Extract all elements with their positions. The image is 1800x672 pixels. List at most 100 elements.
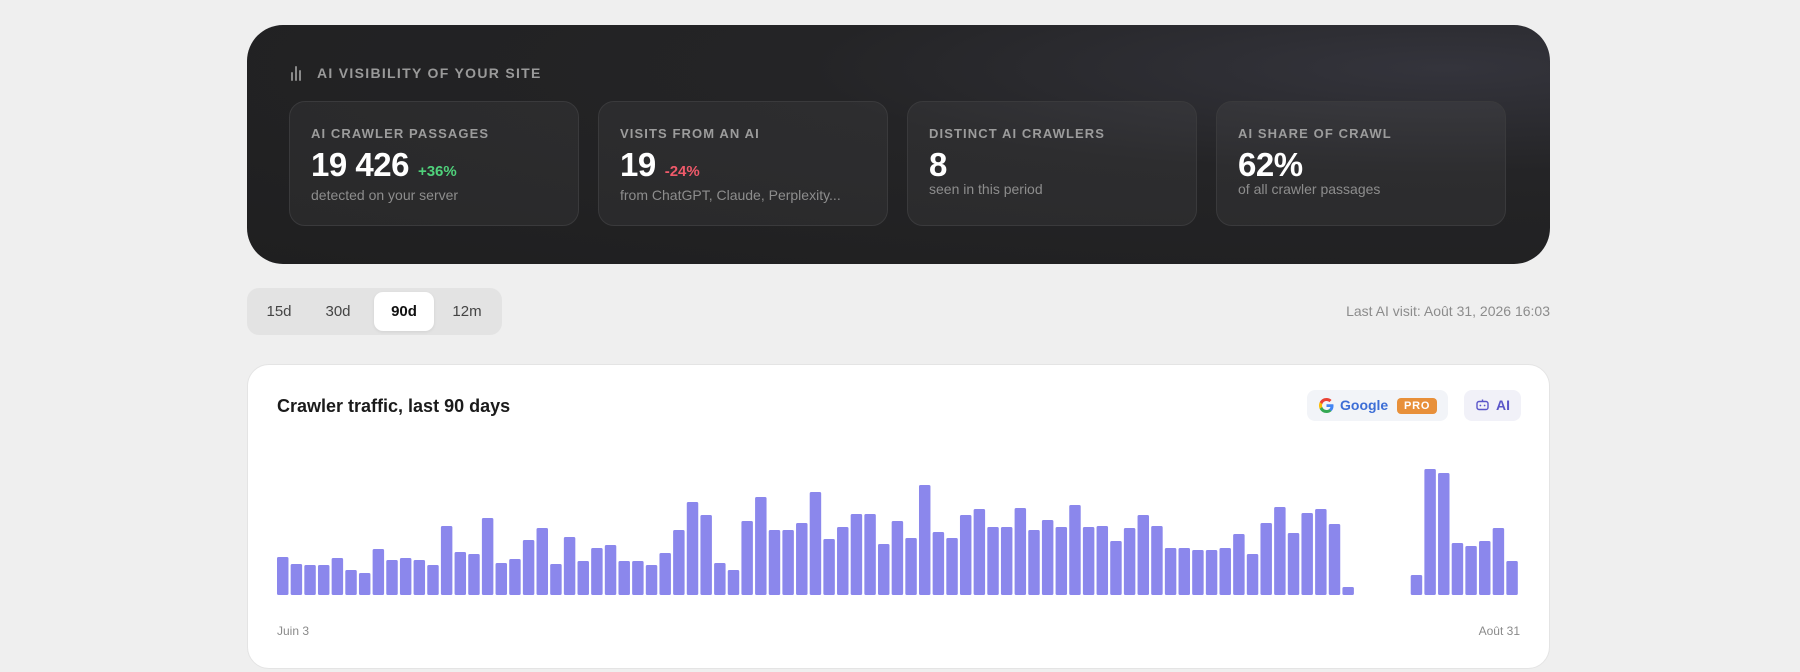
- chart-bar: [1041, 520, 1054, 595]
- chart-bar: [1287, 533, 1300, 595]
- chart-bar: [727, 570, 740, 595]
- chart-bar: [864, 514, 876, 595]
- stat-delta-up: +36%: [417, 163, 457, 180]
- chart-bar: [755, 497, 767, 595]
- stat-label: DISTINCT AI CRAWLERS: [929, 126, 1106, 141]
- chart-bar: [659, 553, 671, 595]
- chart-bar: [837, 527, 849, 595]
- chart-bar: [372, 549, 385, 595]
- stat-subtext: detected on your server: [311, 187, 459, 203]
- chart-bar: [1219, 548, 1231, 595]
- chart-bar: [509, 559, 521, 595]
- chart-bar: [1315, 509, 1327, 595]
- chart-bar: [973, 509, 986, 595]
- crawler-traffic-chart: [277, 469, 1518, 595]
- chart-bar: [277, 557, 289, 595]
- chart-bar: [358, 573, 371, 595]
- chart-bar: [1055, 527, 1068, 595]
- stat-label: AI CRAWLER PASSAGES: [311, 126, 490, 141]
- chart-bar: [987, 527, 999, 595]
- stat-subtext: seen in this period: [929, 181, 1043, 197]
- chart-bar: [823, 539, 835, 595]
- chart-bar: [386, 560, 398, 595]
- chart-bar: [290, 564, 303, 595]
- chart-bar: [1151, 526, 1163, 595]
- chart-bar: [1260, 523, 1272, 595]
- chart-bar: [1123, 528, 1136, 595]
- chart-bar: [495, 563, 508, 595]
- stat-value: 19: [620, 146, 656, 183]
- chart-bar: [1082, 527, 1095, 595]
- chart-bar: [1137, 515, 1150, 595]
- chart-bar: [782, 530, 794, 595]
- chart-bar: [1069, 505, 1081, 595]
- stat-label: VISITS FROM AN AI: [620, 126, 760, 141]
- stat-card-ai-share: AI SHARE OF CRAWL 62% of all crawler pas…: [1216, 101, 1506, 226]
- chart-title: Crawler traffic, last 90 days: [277, 396, 511, 416]
- chart-bar: [1110, 541, 1122, 595]
- chart-bar: [481, 518, 494, 595]
- period-tab-90d[interactable]: 90d: [374, 292, 434, 331]
- chart-bar: [714, 563, 726, 595]
- stat-label: AI SHARE OF CRAWL: [1238, 126, 1392, 141]
- chart-bar: [1246, 554, 1259, 595]
- stat-card-ai-visits: VISITS FROM AN AI 19 -24% from ChatGPT, …: [598, 101, 888, 226]
- period-selector: 15d 30d 90d 12m: [247, 288, 502, 335]
- google-filter-button[interactable]: Google PRO: [1307, 390, 1448, 421]
- chart-bar: [468, 554, 480, 595]
- pro-badge: PRO: [1397, 398, 1438, 414]
- chart-bar: [632, 561, 644, 595]
- chart-bar: [1424, 469, 1436, 595]
- ai-filter-button[interactable]: AI: [1464, 390, 1521, 421]
- ai-visibility-panel: AI VISIBILITY OF YOUR SITE AI CRAWLER PA…: [247, 25, 1550, 264]
- chart-bar: [427, 565, 439, 595]
- chart-bar: [1328, 524, 1341, 595]
- chart-bar: [1096, 526, 1109, 595]
- chart-bar: [1000, 527, 1013, 595]
- chart-bar: [891, 521, 904, 595]
- last-ai-visit: Last AI visit: Août 31, 2026 16:03: [1346, 303, 1550, 319]
- chart-bar: [1014, 508, 1027, 595]
- chart-bar: [1178, 548, 1190, 595]
- chart-bar: [1465, 546, 1477, 595]
- chart-bar: [413, 560, 426, 595]
- chart-bar: [591, 548, 603, 595]
- period-tab-15d[interactable]: 15d: [266, 303, 292, 320]
- chart-bar: [700, 515, 712, 595]
- chart-bar: [645, 565, 658, 595]
- chart-bar: [604, 545, 617, 595]
- bar-chart-icon: [291, 65, 305, 81]
- chart-bar: [345, 570, 357, 595]
- chart-bar: [550, 564, 562, 595]
- chart-bar: [563, 537, 576, 595]
- chart-bar: [1479, 541, 1491, 595]
- chart-bar: [1506, 561, 1518, 595]
- chart-bar: [399, 558, 412, 595]
- period-tab-30d[interactable]: 30d: [325, 303, 351, 320]
- chart-bar: [522, 540, 535, 595]
- chart-bar: [878, 544, 890, 595]
- chart-bar: [577, 561, 589, 595]
- chart-bar: [1274, 507, 1286, 595]
- chart-bar: [1205, 550, 1218, 595]
- chart-bar: [1342, 587, 1354, 595]
- period-tab-12m[interactable]: 12m: [452, 303, 482, 320]
- chart-bar: [1192, 550, 1204, 595]
- chart-bar: [809, 492, 822, 595]
- google-button-label: Google: [1340, 397, 1389, 413]
- stat-value: 19 426: [311, 146, 409, 183]
- chart-bar: [440, 526, 453, 595]
- chart-bar: [1492, 528, 1505, 595]
- chart-bar: [959, 515, 972, 595]
- chart-bar: [1028, 530, 1040, 595]
- stat-delta-down: -24%: [664, 163, 700, 180]
- chart-bar: [741, 521, 753, 595]
- stat-card-distinct-crawlers: DISTINCT AI CRAWLERS 8 seen in this peri…: [907, 101, 1197, 226]
- chart-bar: [536, 528, 548, 595]
- stat-subtext: of all crawler passages: [1238, 181, 1381, 197]
- crawler-traffic-card: Crawler traffic, last 90 days Google PRO…: [247, 364, 1550, 669]
- stat-subtext: from ChatGPT, Claude, Perplexity...: [620, 187, 841, 203]
- panel-title: AI VISIBILITY OF YOUR SITE: [317, 65, 542, 81]
- chart-bar: [673, 530, 685, 595]
- panel-header: AI VISIBILITY OF YOUR SITE: [291, 65, 542, 81]
